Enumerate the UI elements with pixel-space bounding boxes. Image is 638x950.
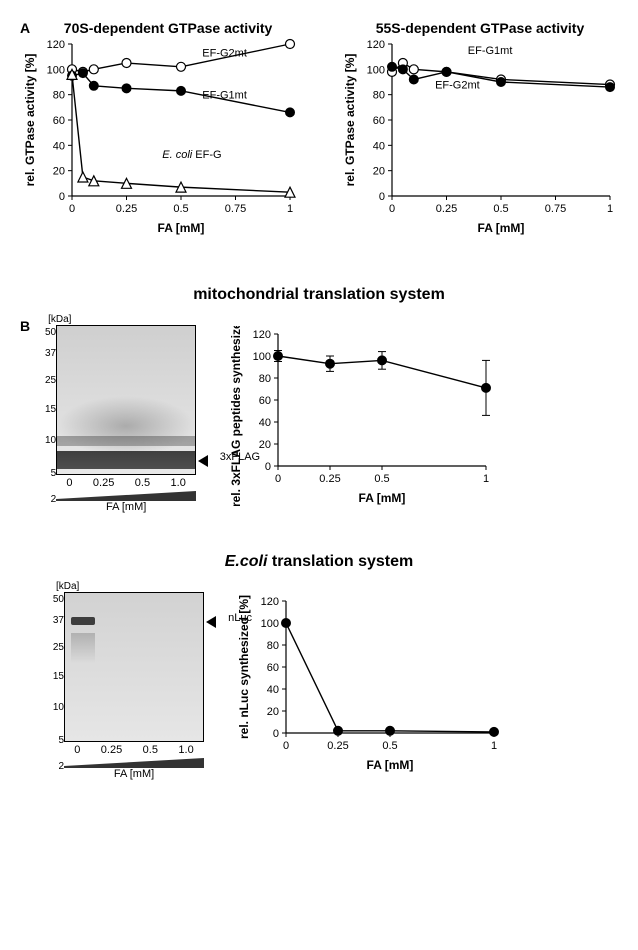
svg-text:rel. 3xFLAG peptides synthesiz: rel. 3xFLAG peptides synthesized [%] bbox=[229, 326, 243, 506]
svg-text:FA [mM]: FA [mM] bbox=[367, 758, 414, 772]
mito-section-title: mitochondrial translation system bbox=[20, 286, 618, 304]
svg-text:100: 100 bbox=[261, 618, 279, 630]
svg-text:20: 20 bbox=[373, 166, 385, 178]
svg-text:0.5: 0.5 bbox=[382, 740, 397, 752]
svg-text:0.5: 0.5 bbox=[374, 473, 389, 485]
svg-text:80: 80 bbox=[373, 90, 385, 102]
svg-text:20: 20 bbox=[267, 706, 279, 718]
ecoli-lane-labels: 00.250.51.0 bbox=[64, 744, 204, 756]
ecoli-title-ital: E.coli bbox=[225, 553, 268, 570]
svg-text:0: 0 bbox=[59, 191, 65, 203]
svg-text:0: 0 bbox=[275, 473, 281, 485]
svg-text:0.75: 0.75 bbox=[225, 203, 246, 215]
svg-text:80: 80 bbox=[267, 640, 279, 652]
ecoli-section-title: E.coli translation system bbox=[20, 553, 618, 571]
svg-text:0: 0 bbox=[273, 728, 279, 740]
ecoli-gel-image bbox=[64, 592, 204, 742]
svg-text:1: 1 bbox=[491, 740, 497, 752]
svg-text:rel. GTPase activity [%]: rel. GTPase activity [%] bbox=[343, 54, 357, 187]
ecoli-gel-xlabel: FA [mM] bbox=[64, 768, 204, 780]
svg-text:0: 0 bbox=[283, 740, 289, 752]
svg-text:60: 60 bbox=[259, 395, 271, 407]
svg-text:EF-G2mt: EF-G2mt bbox=[435, 79, 480, 91]
svg-text:1: 1 bbox=[607, 203, 613, 215]
svg-text:0.5: 0.5 bbox=[173, 203, 188, 215]
mito-marker-arrow bbox=[198, 455, 208, 467]
svg-text:EF-G2mt: EF-G2mt bbox=[202, 48, 247, 60]
svg-text:EF-G1mt: EF-G1mt bbox=[202, 89, 247, 101]
panel-a-left-title: 70S-dependent GTPase activity bbox=[36, 20, 300, 36]
svg-text:rel. nLuc synthesized [%]: rel. nLuc synthesized [%] bbox=[237, 595, 251, 739]
svg-text:120: 120 bbox=[47, 39, 65, 51]
svg-text:0.25: 0.25 bbox=[327, 740, 348, 752]
svg-text:40: 40 bbox=[267, 684, 279, 696]
panel-b-label: B bbox=[20, 318, 30, 513]
svg-text:FA [mM]: FA [mM] bbox=[158, 221, 205, 235]
svg-text:0.5: 0.5 bbox=[493, 203, 508, 215]
svg-text:60: 60 bbox=[53, 115, 65, 127]
svg-text:40: 40 bbox=[53, 140, 65, 152]
svg-text:0: 0 bbox=[69, 203, 75, 215]
panel-a-right-title: 55S-dependent GTPase activity bbox=[340, 20, 620, 36]
svg-text:120: 120 bbox=[367, 39, 385, 51]
panel-a-label: A bbox=[20, 20, 30, 36]
svg-text:100: 100 bbox=[47, 64, 65, 76]
svg-text:0.25: 0.25 bbox=[319, 473, 340, 485]
mito-kda-header: [kDa] bbox=[48, 314, 196, 325]
svg-text:0: 0 bbox=[379, 191, 385, 203]
svg-text:60: 60 bbox=[373, 115, 385, 127]
svg-text:100: 100 bbox=[367, 64, 385, 76]
svg-text:40: 40 bbox=[259, 417, 271, 429]
mito-wedge bbox=[56, 491, 196, 501]
svg-text:40: 40 bbox=[373, 140, 385, 152]
chart-ecoli: 0 20 40 60 80 100 120 0 0.25 0.5 1 FA [mM] rel. nLuc… bbox=[234, 593, 504, 773]
ecoli-marker-arrow bbox=[206, 616, 216, 628]
svg-text:80: 80 bbox=[53, 90, 65, 102]
chart-70s: 0 20 40 60 80 100 120 0 0.25 0.5 0.75 1 FA [mM] rel. … bbox=[20, 36, 300, 236]
ecoli-kda-labels: 503725151052 bbox=[42, 592, 64, 744]
svg-text:1: 1 bbox=[287, 203, 293, 215]
svg-text:1: 1 bbox=[483, 473, 489, 485]
svg-text:rel. GTPase activity [%]: rel. GTPase activity [%] bbox=[23, 54, 37, 187]
svg-text:60: 60 bbox=[267, 662, 279, 674]
chart-mito: 0 20 40 60 80 100 120 0 0.25 0.5 1 FA [mM] rel. 3xFL… bbox=[226, 326, 496, 506]
svg-text:EF-G1mt: EF-G1mt bbox=[468, 45, 513, 57]
mito-gel-xlabel: FA [mM] bbox=[56, 501, 196, 513]
svg-text:80: 80 bbox=[259, 373, 271, 385]
svg-text:FA [mM]: FA [mM] bbox=[478, 221, 525, 235]
mito-gel-image bbox=[56, 325, 196, 475]
svg-text:E. coli EF-G: E. coli EF-G bbox=[162, 149, 221, 161]
svg-text:120: 120 bbox=[253, 329, 271, 341]
svg-text:0: 0 bbox=[389, 203, 395, 215]
svg-text:20: 20 bbox=[53, 166, 65, 178]
mito-lane-labels: 00.250.51.0 bbox=[56, 477, 196, 489]
svg-text:120: 120 bbox=[261, 596, 279, 608]
svg-text:0.25: 0.25 bbox=[116, 203, 137, 215]
ecoli-kda-header: [kDa] bbox=[56, 581, 204, 592]
chart-55s: 0 20 40 60 80 100 120 0 0.25 0.5 0.75 1 FA [mM] rel. … bbox=[340, 36, 620, 236]
svg-text:0.25: 0.25 bbox=[436, 203, 457, 215]
ecoli-wedge bbox=[64, 758, 204, 768]
mito-gel-block: [kDa] 503725151052 3xFLAG 00.250.51.0 bbox=[34, 314, 196, 513]
svg-text:20: 20 bbox=[259, 439, 271, 451]
svg-text:100: 100 bbox=[253, 351, 271, 363]
svg-text:FA [mM]: FA [mM] bbox=[359, 491, 406, 505]
svg-text:0.75: 0.75 bbox=[545, 203, 566, 215]
ecoli-title-rest: translation system bbox=[272, 553, 413, 570]
ecoli-gel-block: [kDa] 503725151052 nLuc 00.250.51.0 FA [… bbox=[42, 581, 204, 780]
mito-kda-labels: 503725151052 bbox=[34, 325, 56, 477]
svg-text:0: 0 bbox=[265, 461, 271, 473]
